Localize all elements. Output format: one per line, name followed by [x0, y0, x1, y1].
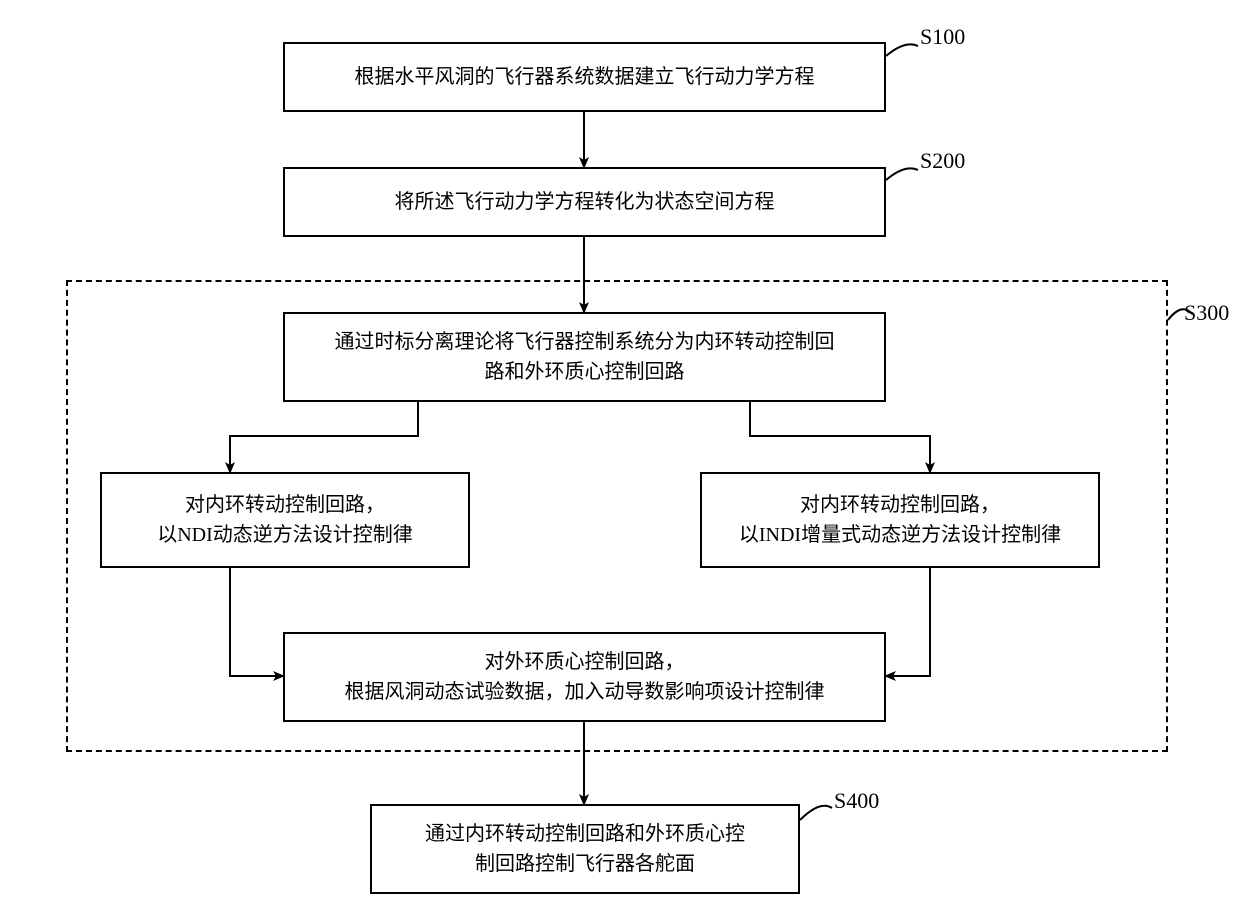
label-s400: S400: [834, 788, 879, 814]
label-s100: S100: [920, 24, 965, 50]
node-outer-loop-text: 对外环质心控制回路，根据风洞动态试验数据，加入动导数影响项设计控制律: [345, 647, 825, 707]
node-outer-loop: 对外环质心控制回路，根据风洞动态试验数据，加入动导数影响项设计控制律: [283, 632, 886, 722]
label-s200-text: S200: [920, 148, 965, 173]
node-s200: 将所述飞行动力学方程转化为状态空间方程: [283, 167, 886, 237]
node-indi-text: 对内环转动控制回路，以INDI增量式动态逆方法设计控制律: [739, 490, 1061, 550]
node-s400-text: 通过内环转动控制回路和外环质心控制回路控制飞行器各舵面: [425, 819, 745, 879]
node-s100-text: 根据水平风洞的飞行器系统数据建立飞行动力学方程: [355, 62, 815, 92]
node-ndi: 对内环转动控制回路，以NDI动态逆方法设计控制律: [100, 472, 470, 568]
node-s200-text: 将所述飞行动力学方程转化为状态空间方程: [395, 187, 775, 217]
label-s100-text: S100: [920, 24, 965, 49]
label-s300: S300: [1184, 300, 1229, 326]
label-s400-text: S400: [834, 788, 879, 813]
node-indi: 对内环转动控制回路，以INDI增量式动态逆方法设计控制律: [700, 472, 1100, 568]
node-ndi-text: 对内环转动控制回路，以NDI动态逆方法设计控制律: [157, 490, 413, 550]
flowchart-canvas: 根据水平风洞的飞行器系统数据建立飞行动力学方程 将所述飞行动力学方程转化为状态空…: [0, 0, 1240, 918]
label-s300-text: S300: [1184, 300, 1229, 325]
node-split: 通过时标分离理论将飞行器控制系统分为内环转动控制回路和外环质心控制回路: [283, 312, 886, 402]
node-split-text: 通过时标分离理论将飞行器控制系统分为内环转动控制回路和外环质心控制回路: [335, 327, 835, 387]
label-s200: S200: [920, 148, 965, 174]
node-s100: 根据水平风洞的飞行器系统数据建立飞行动力学方程: [283, 42, 886, 112]
node-s400: 通过内环转动控制回路和外环质心控制回路控制飞行器各舵面: [370, 804, 800, 894]
